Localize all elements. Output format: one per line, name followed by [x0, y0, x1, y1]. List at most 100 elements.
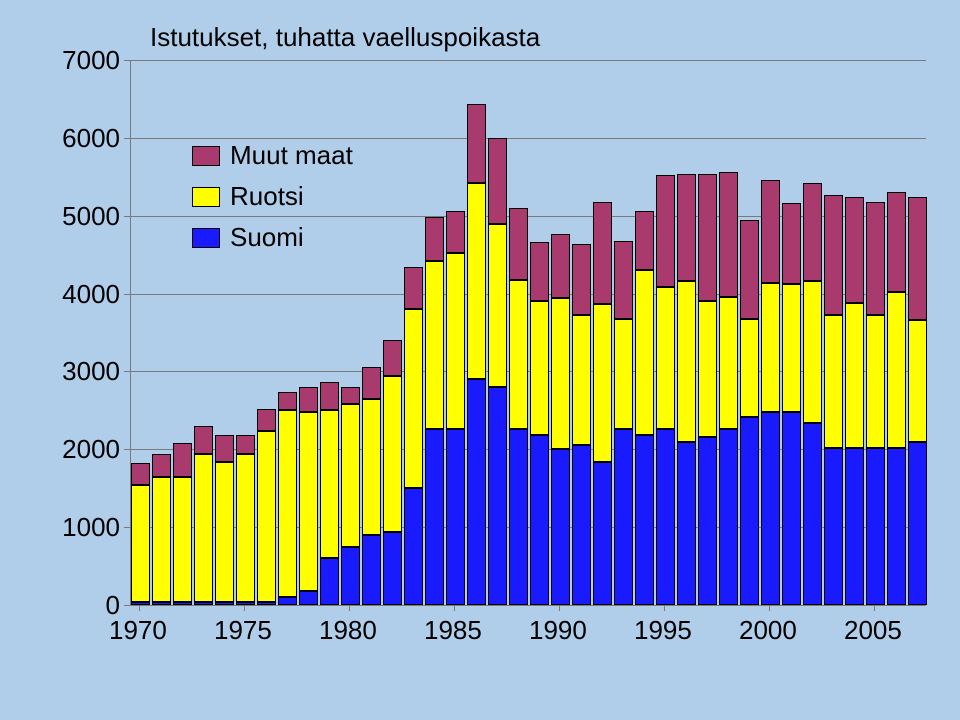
- legend: Muut maatRuotsiSuomi: [192, 140, 353, 263]
- bar-segment-ruotsi: [824, 315, 843, 447]
- legend-swatch-ruotsi: [192, 187, 220, 207]
- y-tick: [124, 371, 130, 372]
- y-tick: [124, 294, 130, 295]
- bar-segment-muut: [383, 340, 402, 376]
- chart-title: Istutukset, tuhatta vaelluspoikasta: [150, 22, 540, 53]
- bar-segment-muut: [845, 197, 864, 303]
- bar-segment-ruotsi: [404, 309, 423, 488]
- bar-segment-ruotsi: [257, 431, 276, 602]
- bar-segment-ruotsi: [866, 315, 885, 447]
- y-tick: [124, 449, 130, 450]
- y-axis-label: 0: [30, 590, 120, 621]
- bar-group: [887, 192, 906, 605]
- bar-segment-muut: [236, 435, 255, 454]
- y-axis-label: 2000: [30, 434, 120, 465]
- bar-segment-ruotsi: [341, 404, 360, 547]
- bar-group: [635, 211, 654, 605]
- y-tick: [124, 605, 130, 606]
- y-axis-label: 6000: [30, 123, 120, 154]
- x-tick: [349, 605, 350, 611]
- x-axis-label: 1975: [214, 615, 272, 646]
- bar-group: [677, 174, 696, 605]
- bar-group: [740, 220, 759, 605]
- y-axis-label: 1000: [30, 512, 120, 543]
- bar-group: [362, 367, 381, 605]
- bar-group: [551, 234, 570, 605]
- bar-group: [698, 174, 717, 605]
- bar-segment-suomi: [131, 602, 150, 605]
- bar-segment-muut: [740, 220, 759, 318]
- bar-segment-suomi: [635, 435, 654, 605]
- legend-item-suomi: Suomi: [192, 222, 353, 253]
- bar-segment-suomi: [341, 547, 360, 605]
- bar-segment-ruotsi: [572, 315, 591, 444]
- bar-segment-suomi: [236, 602, 255, 605]
- bar-group: [173, 443, 192, 605]
- bar-group: [824, 195, 843, 605]
- bar-segment-ruotsi: [551, 298, 570, 449]
- bar-segment-muut: [572, 244, 591, 316]
- bar-segment-muut: [152, 454, 171, 477]
- bar-segment-suomi: [677, 442, 696, 606]
- bar-segment-ruotsi: [236, 454, 255, 602]
- x-axis-label: 1970: [109, 615, 167, 646]
- bar-segment-ruotsi: [677, 281, 696, 441]
- bar-group: [719, 172, 738, 605]
- x-axis-label: 1980: [319, 615, 377, 646]
- x-axis-label: 2000: [739, 615, 797, 646]
- bar-segment-suomi: [887, 448, 906, 605]
- bar-segment-muut: [257, 409, 276, 431]
- bar-segment-muut: [173, 443, 192, 477]
- bar-segment-muut: [719, 172, 738, 297]
- y-tick: [124, 138, 130, 139]
- bar-segment-muut: [530, 242, 549, 301]
- bar-segment-suomi: [845, 448, 864, 605]
- bar-group: [425, 217, 444, 605]
- bar-segment-suomi: [551, 449, 570, 605]
- bar-segment-suomi: [803, 423, 822, 605]
- bar-segment-suomi: [719, 429, 738, 605]
- bar-segment-suomi: [593, 462, 612, 605]
- bar-segment-suomi: [383, 532, 402, 605]
- bar-segment-ruotsi: [173, 477, 192, 602]
- bar-segment-ruotsi: [761, 283, 780, 412]
- bar-segment-ruotsi: [719, 297, 738, 429]
- bar-group: [593, 202, 612, 605]
- bar-segment-muut: [131, 463, 150, 485]
- legend-label: Ruotsi: [230, 181, 304, 212]
- chart-stage: Istutukset, tuhatta vaelluspoikasta 0 1000…: [0, 0, 960, 720]
- bar-segment-ruotsi: [425, 261, 444, 429]
- bar-segment-muut: [215, 435, 234, 461]
- bar-segment-suomi: [152, 602, 171, 605]
- bar-segment-ruotsi: [194, 454, 213, 602]
- bar-segment-ruotsi: [320, 410, 339, 558]
- bar-segment-suomi: [362, 535, 381, 605]
- bar-segment-ruotsi: [446, 253, 465, 429]
- bar-segment-muut: [509, 208, 528, 280]
- bar-group: [782, 203, 801, 605]
- bar-group: [467, 104, 486, 605]
- x-tick: [559, 605, 560, 611]
- bar-group: [152, 454, 171, 605]
- bar-segment-ruotsi: [215, 462, 234, 602]
- bar-segment-ruotsi: [488, 224, 507, 388]
- bar-segment-ruotsi: [278, 410, 297, 597]
- x-tick: [769, 605, 770, 611]
- bar-segment-muut: [467, 104, 486, 183]
- bar-group: [215, 435, 234, 605]
- bar-segment-muut: [635, 211, 654, 270]
- bar-segment-muut: [425, 217, 444, 261]
- bar-segment-ruotsi: [152, 477, 171, 602]
- bar-group: [908, 197, 927, 605]
- bar-segment-suomi: [467, 379, 486, 605]
- bar-segment-suomi: [572, 445, 591, 605]
- bar-group: [761, 180, 780, 605]
- bar-group: [488, 138, 507, 605]
- bar-segment-suomi: [215, 602, 234, 605]
- y-tick: [124, 60, 130, 61]
- bar-segment-muut: [320, 382, 339, 410]
- gridline: [131, 60, 926, 61]
- legend-swatch-muut: [192, 146, 220, 166]
- bar-group: [866, 202, 885, 605]
- bar-segment-suomi: [509, 429, 528, 605]
